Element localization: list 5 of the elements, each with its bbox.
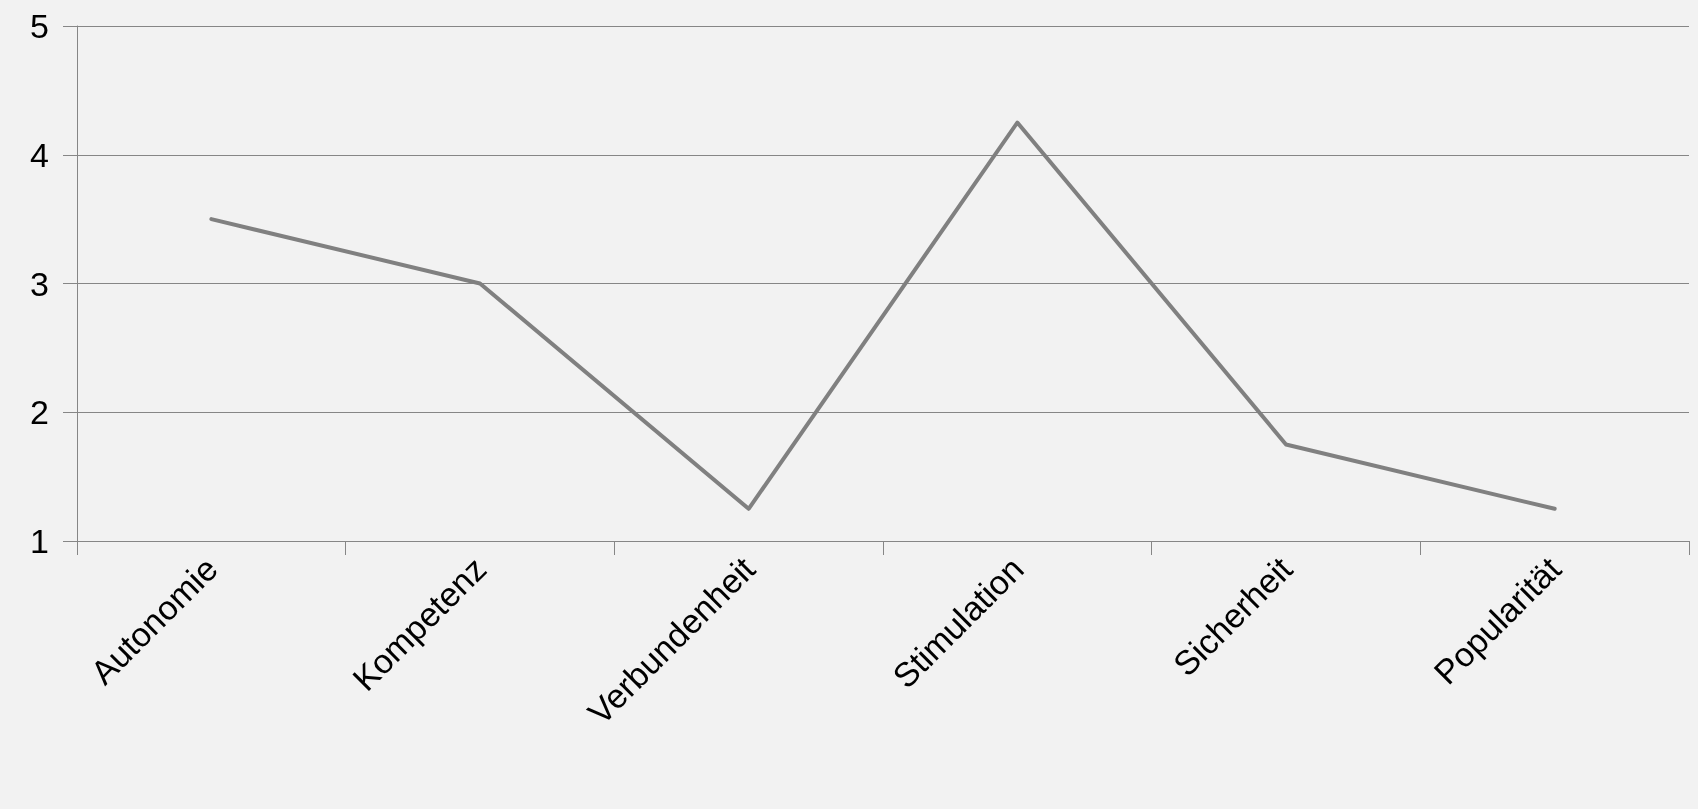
y-tick-label: 5 bbox=[30, 7, 49, 45]
y-tick-label: 2 bbox=[30, 393, 49, 432]
y-tick-label: 3 bbox=[30, 264, 49, 303]
y-tick-label: 4 bbox=[30, 135, 49, 174]
y-tick-label: 1 bbox=[30, 522, 49, 560]
